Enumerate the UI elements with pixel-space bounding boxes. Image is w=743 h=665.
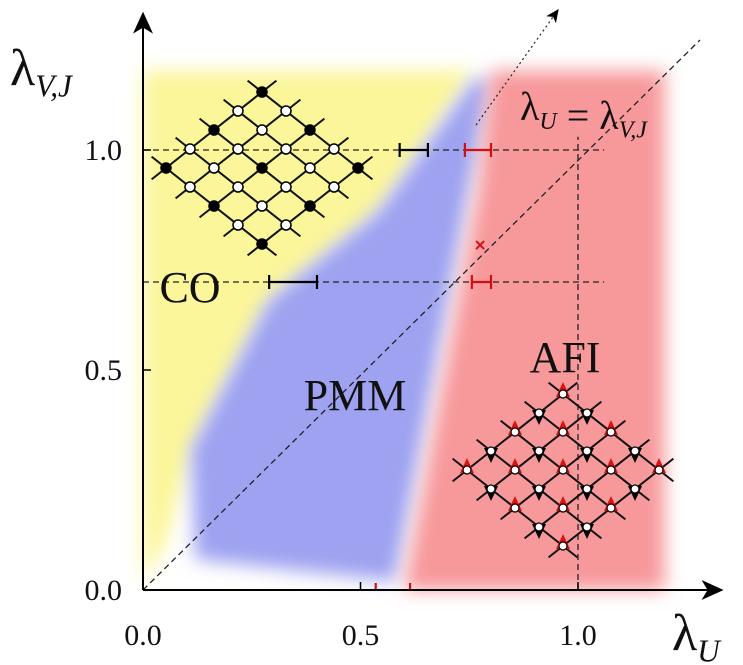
subscript: V,J <box>619 118 649 144</box>
lattice-site <box>606 465 616 475</box>
guides <box>142 9 701 591</box>
error-bar <box>398 143 430 157</box>
lattice-site <box>232 219 244 231</box>
lattice-site <box>232 105 244 117</box>
symbol: = λ <box>557 93 620 138</box>
lattice-site <box>256 162 268 174</box>
y-tick-label: 0.5 <box>85 354 123 387</box>
lattice-site <box>534 522 544 532</box>
arrow-hint <box>475 9 559 126</box>
lattice-site <box>558 465 568 475</box>
crossing-mark <box>475 240 485 250</box>
lattice-site <box>654 465 664 475</box>
lattice-site <box>184 143 196 155</box>
y-axis-label: λV,J <box>10 40 74 103</box>
error-bar <box>463 143 493 157</box>
lattice-site <box>558 389 568 399</box>
lattice-site <box>208 200 220 212</box>
diagonal-annotation: λU = λV,J <box>520 84 648 144</box>
symbol: λ <box>672 605 697 662</box>
x-tick-label: 0.0 <box>124 619 162 652</box>
lattice-site <box>256 124 268 136</box>
lattice-site <box>208 162 220 174</box>
lattice-site <box>304 124 316 136</box>
lattice-site <box>510 427 520 437</box>
lattice-site <box>558 541 568 551</box>
lattice-site <box>534 408 544 418</box>
error-bar <box>470 275 493 289</box>
lattice-site <box>256 200 268 212</box>
symbol: λ <box>10 40 35 97</box>
lattice-site <box>534 446 544 456</box>
lattice-site <box>534 484 544 494</box>
lattice-site <box>486 484 496 494</box>
x-tick-label: 1.0 <box>559 619 597 652</box>
phase-region <box>190 79 491 582</box>
y-tick-label: 1.0 <box>85 134 123 167</box>
lattice-site <box>582 484 592 494</box>
lattice-site <box>328 181 340 193</box>
lattice-site <box>256 238 268 250</box>
subscript: V,J <box>35 68 74 103</box>
x-axis-label: λU <box>672 605 722 665</box>
y-tick-label: 0.0 <box>85 574 123 607</box>
lattice-site <box>582 446 592 456</box>
lattice-site <box>510 465 520 475</box>
lattice-site <box>280 219 292 231</box>
lattice-site <box>630 446 640 456</box>
lattice-site <box>510 503 520 513</box>
lattice-site <box>582 408 592 418</box>
lattice-site <box>280 181 292 193</box>
diagonal-line <box>142 39 701 591</box>
lattice-site <box>630 484 640 494</box>
lattice-site <box>232 181 244 193</box>
lattice-site <box>606 503 616 513</box>
lattice-site <box>352 162 364 174</box>
lattice-site <box>558 503 568 513</box>
x-tick-label: 0.5 <box>342 619 380 652</box>
lattice-site <box>280 143 292 155</box>
region-label: CO <box>159 263 220 312</box>
lattice-site <box>606 427 616 437</box>
lattice-site <box>486 446 496 456</box>
subscript: U <box>539 109 558 135</box>
lattice-site <box>558 427 568 437</box>
lattice-site <box>184 181 196 193</box>
region-label: PMM <box>304 371 407 420</box>
lattice-site <box>462 465 472 475</box>
symbol: λ <box>520 84 540 129</box>
lattices <box>150 79 675 559</box>
lattice-site <box>232 143 244 155</box>
subscript: U <box>697 633 722 665</box>
error-bar <box>268 275 319 289</box>
lattice-site <box>328 143 340 155</box>
lattice-site <box>582 522 592 532</box>
lattice-site <box>160 162 172 174</box>
region-label: AFI <box>530 333 601 382</box>
lattice-site <box>208 124 220 136</box>
phase-region <box>143 70 474 582</box>
lattice-site <box>304 200 316 212</box>
lattice-site <box>256 86 268 98</box>
lattice-site <box>280 105 292 117</box>
lattice-site <box>304 162 316 174</box>
